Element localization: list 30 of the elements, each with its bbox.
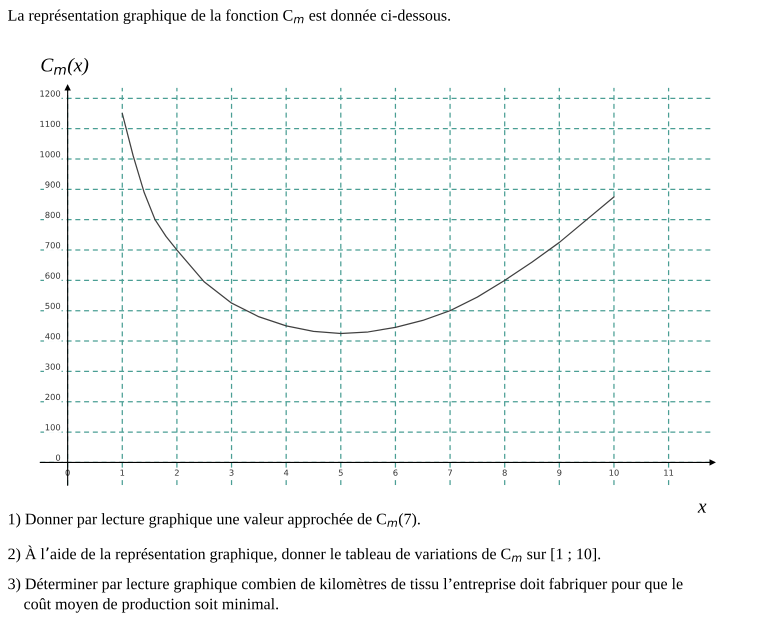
y-tick-label: 500: [45, 302, 60, 310]
y-tick-label: 400: [45, 333, 60, 340]
text: 1) Donner par lecture graphique une valeur approchée de C$_{m}$(7).: [9, 513, 420, 528]
x-axis-title: x: [698, 504, 706, 513]
y-tick-label: 1000: [40, 151, 60, 158]
x-tick-label: 11: [664, 470, 674, 476]
x-tick-label: 8: [502, 469, 507, 476]
x-tick-label: 7: [448, 470, 452, 476]
y-tick-label: 100: [46, 424, 60, 430]
x-tick-label: 5: [338, 470, 343, 476]
y-tick-label: 1200: [40, 90, 60, 97]
y-tick-label: 200: [45, 394, 60, 400]
x-tick-label: 3: [230, 469, 234, 476]
y-tick-label: 800: [45, 212, 60, 218]
chart-title: La représentation graphique de la fonction C$_{m}$ est donnée ci-dessous.: [8, 9, 450, 24]
y-axis-title: C$_{m}$(x): [41, 58, 88, 76]
x-tick-label: 9: [557, 469, 562, 476]
x-tick-label: 6: [393, 469, 398, 476]
x-tick-label: 1: [120, 470, 124, 476]
y-tick-label: 1100: [40, 120, 60, 128]
y-tick-label: 300: [45, 363, 60, 370]
y-tick-label: 900: [45, 181, 60, 188]
x-tick-label: 4: [284, 470, 288, 476]
y-tick-label: 600: [45, 272, 60, 279]
text: 2) À l’aide de la représentation graphique, donner le tableau de variations de C$_{m}$ sur [1 ; 10].: [8, 545, 600, 563]
x-tick-label: 2: [174, 469, 179, 476]
text: 3) Déterminer par lecture graphique combien de kilomètres de tissu l’entreprise doit fabriquer pour que le coût moyen de production soit minimal.: [8, 578, 683, 613]
y-tick-label: 0: [56, 454, 60, 461]
y-tick-label: 700: [45, 242, 60, 248]
x-tick-label: 10: [610, 469, 619, 476]
